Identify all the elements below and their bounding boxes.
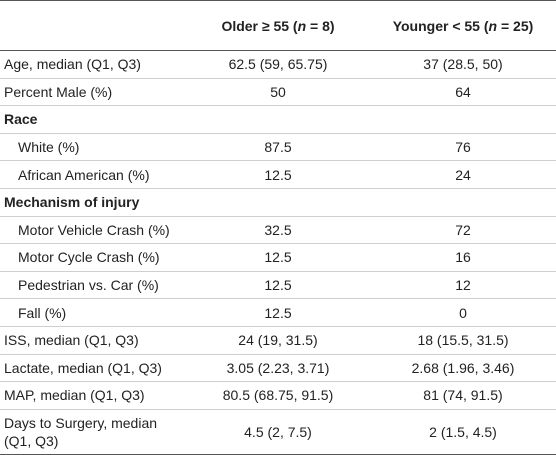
row-label: Pedestrian vs. Car (%) — [18, 277, 159, 294]
column-header: Younger < 55 (n = 25) — [370, 1, 556, 51]
table-row: White (%) 87.5 76 — [0, 133, 556, 161]
header-empty — [0, 1, 186, 51]
section-row: Mechanism of injury — [0, 188, 556, 217]
row-label: Days to Surgery, median (Q1, Q3) — [4, 414, 158, 449]
cell-value: 76 — [455, 139, 471, 156]
header-text: Younger < 55 ( — [392, 17, 489, 34]
cell-value: 87.5 — [264, 139, 292, 156]
cell-value: 72 — [455, 221, 471, 238]
cell-value: 81 (74, 91.5) — [423, 387, 503, 404]
cell-value: 2.68 (1.96, 3.46) — [411, 359, 515, 376]
row-label: Motor Cycle Crash (%) — [18, 249, 160, 266]
table-row: Lactate, median (Q1, Q3) 3.05 (2.23, 3.71… — [0, 354, 556, 382]
row-label: Fall (%) — [18, 304, 67, 321]
cell-value: 24 (19, 31.5) — [238, 332, 318, 349]
row-label: ISS, median (Q1, Q3) — [4, 332, 139, 349]
table-row: Age, median (Q1, Q3) 62.5 (59, 65.75) 37 (… — [0, 51, 556, 79]
table-row: Motor Vehicle Crash (%) 32.5 72 — [0, 216, 556, 244]
row-label: African American (%) — [18, 166, 150, 183]
cell-value: 12.5 — [264, 277, 292, 294]
header-row: Older ≥ 55 (n = 8) Younger < 55 (n = 25) — [0, 0, 556, 51]
cell-value: 12.5 — [264, 249, 292, 266]
header-italic: n — [297, 17, 307, 34]
cell-value: 24 — [455, 166, 471, 183]
table-row: Days to Surgery, median (Q1, Q3) 4.5 (2, … — [0, 409, 556, 455]
section-row: Race — [0, 106, 556, 134]
table-row: ISS, median (Q1, Q3) 24 (19, 31.5) 18 (15.… — [0, 326, 556, 355]
section-heading: Mechanism of injury — [4, 194, 140, 211]
cell-value: 18 (15.5, 31.5) — [417, 332, 509, 349]
row-label: White (%) — [18, 139, 80, 156]
header-text: Older ≥ 55 ( — [221, 17, 298, 34]
table-body: Age, median (Q1, Q3) 62.5 (59, 65.75) 37 (… — [0, 51, 556, 455]
column-header: Older ≥ 55 (n = 8) — [186, 1, 370, 51]
cell-value: 12 — [455, 277, 471, 294]
cell-value: 80.5 (68.75, 91.5) — [222, 387, 334, 404]
section-heading: Race — [4, 111, 38, 128]
header-italic: n — [488, 17, 498, 34]
cell-value: 62.5 (59, 65.75) — [228, 56, 328, 73]
cell-value: 0 — [459, 304, 467, 321]
cell-value: 12.5 — [264, 304, 292, 321]
table-row: MAP, median (Q1, Q3) 80.5 (68.75, 91.5) 81… — [0, 382, 556, 410]
table-row: Pedestrian vs. Car (%) 12.5 12 — [0, 271, 556, 299]
row-label: MAP, median (Q1, Q3) — [4, 387, 145, 404]
row-label: Motor Vehicle Crash (%) — [18, 221, 170, 238]
cell-value: 2 (1.5, 4.5) — [429, 423, 497, 440]
header-text: = 25) — [497, 17, 534, 34]
row-label: Lactate, median (Q1, Q3) — [4, 359, 162, 376]
cell-value: 16 — [455, 249, 471, 266]
table-row: Motor Cycle Crash (%) 12.5 16 — [0, 244, 556, 272]
header-text: = 8) — [306, 17, 335, 34]
cell-value: 3.05 (2.23, 3.71) — [226, 359, 330, 376]
row-label: Percent Male (%) — [4, 83, 113, 100]
cell-value: 50 — [270, 83, 286, 100]
row-label: Age, median (Q1, Q3) — [4, 56, 141, 73]
table-row: African American (%) 12.5 24 — [0, 161, 556, 189]
cell-value: 4.5 (2, 7.5) — [244, 423, 312, 440]
cell-value: 64 — [455, 83, 471, 100]
table-row: Percent Male (%) 50 64 — [0, 78, 556, 106]
table-header: Older ≥ 55 (n = 8) Younger < 55 (n = 25) — [0, 0, 556, 51]
cell-value: 32.5 — [264, 221, 292, 238]
cell-value: 37 (28.5, 50) — [423, 56, 503, 73]
table-row: Fall (%) 12.5 0 — [0, 299, 556, 327]
cell-value: 12.5 — [264, 166, 292, 183]
